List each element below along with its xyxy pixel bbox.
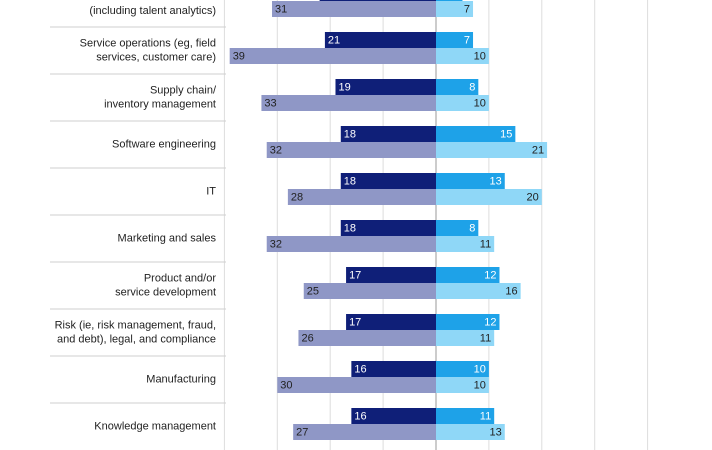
category-label: IT <box>206 185 216 197</box>
category-label: inventory management <box>104 98 216 110</box>
value-label: 17 <box>349 269 361 281</box>
bar <box>277 377 436 393</box>
category-label: Risk (ie, risk management, fraud, <box>55 319 216 331</box>
bar <box>303 283 436 299</box>
bar <box>266 142 436 158</box>
value-label: 30 <box>280 379 292 391</box>
value-label: 8 <box>469 222 475 234</box>
value-label: 25 <box>307 285 319 297</box>
value-label: 21 <box>328 34 340 46</box>
value-label: 32 <box>270 238 282 250</box>
bar <box>436 79 479 95</box>
category-label: services, customer care) <box>96 51 216 63</box>
bar <box>436 0 463 1</box>
value-label: 13 <box>490 426 502 438</box>
value-label: 15 <box>500 128 512 140</box>
bar <box>340 220 436 236</box>
bar <box>266 236 436 252</box>
category-label: service development <box>115 286 216 298</box>
bar <box>272 1 436 17</box>
bar <box>436 361 489 377</box>
value-label: 10 <box>474 379 486 391</box>
value-label: 39 <box>233 50 245 62</box>
bar <box>436 1 474 17</box>
bar <box>340 126 436 142</box>
value-label: 16 <box>354 410 366 422</box>
bar <box>298 330 436 346</box>
bar <box>346 314 436 330</box>
bar <box>335 79 436 95</box>
bar <box>287 189 436 205</box>
bar <box>436 95 489 111</box>
bar <box>351 408 436 424</box>
category-label: Product and/or <box>144 272 216 284</box>
bar <box>436 32 474 48</box>
value-label: 18 <box>344 222 356 234</box>
category-label: Service operations (eg, field <box>80 37 216 49</box>
value-label: 31 <box>275 3 287 15</box>
bar <box>319 0 436 1</box>
category-label: and debt), legal, and compliance <box>57 333 216 345</box>
category-label: (including talent analytics) <box>89 5 216 17</box>
bar <box>436 424 505 440</box>
value-label: 17 <box>349 316 361 328</box>
value-label: 11 <box>480 238 491 250</box>
value-label: 8 <box>469 81 475 93</box>
value-label: 32 <box>270 144 282 156</box>
value-label: 11 <box>480 332 491 344</box>
value-label: 10 <box>474 363 486 375</box>
value-label: 11 <box>480 410 491 422</box>
value-label: 18 <box>344 128 356 140</box>
bar <box>340 173 436 189</box>
bar <box>436 142 548 158</box>
value-label: 33 <box>264 97 276 109</box>
category-label: Marketing and sales <box>118 232 217 244</box>
value-label: 7 <box>464 34 470 46</box>
bar <box>261 95 436 111</box>
category-label: Supply chain/ <box>150 84 217 96</box>
value-label: 12 <box>484 316 496 328</box>
value-label: 20 <box>527 191 539 203</box>
bar <box>346 267 436 283</box>
value-label: 26 <box>301 332 313 344</box>
bar <box>229 48 436 64</box>
bar <box>436 330 495 346</box>
bar <box>436 48 489 64</box>
bar <box>436 189 542 205</box>
value-label: 16 <box>354 363 366 375</box>
bar <box>436 236 495 252</box>
bar <box>293 424 436 440</box>
bar <box>351 361 436 377</box>
bar <box>436 314 500 330</box>
bar <box>436 220 479 236</box>
bar <box>324 32 436 48</box>
bar <box>436 408 495 424</box>
value-label: 13 <box>490 175 502 187</box>
value-label: 28 <box>291 191 303 203</box>
value-label: 12 <box>484 269 496 281</box>
value-label: 10 <box>474 97 486 109</box>
bar <box>436 283 521 299</box>
category-label: Software engineering <box>112 138 216 150</box>
value-label: 18 <box>344 175 356 187</box>
value-label: 27 <box>296 426 308 438</box>
bar <box>436 267 500 283</box>
value-label: 19 <box>338 81 350 93</box>
bar <box>436 126 516 142</box>
bar <box>436 173 505 189</box>
category-label: Manufacturing <box>146 373 216 385</box>
value-label: 21 <box>532 144 544 156</box>
value-label: 7 <box>464 3 470 15</box>
value-label: 16 <box>505 285 517 297</box>
bar <box>436 377 489 393</box>
value-label: 10 <box>474 50 486 62</box>
category-label: Knowledge management <box>94 420 216 432</box>
